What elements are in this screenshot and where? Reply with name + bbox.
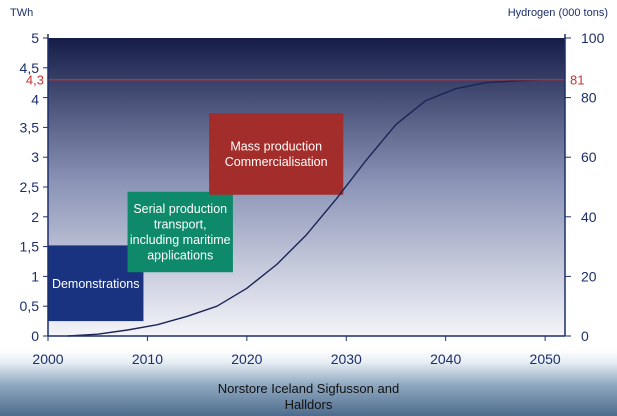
y-right-tick-label: 20 xyxy=(581,268,597,284)
phase-box-1 xyxy=(127,191,233,273)
y-left-tick-label: 1,5 xyxy=(20,239,40,255)
phase-label-1-1: transport, xyxy=(154,218,207,232)
phase-label-0-0: Demonstrations xyxy=(52,277,140,291)
y-left-tick-label: 4,5 xyxy=(20,60,40,76)
phase-label-1-0: Serial production xyxy=(133,202,227,216)
phase-label-1-3: applications xyxy=(147,249,213,263)
x-tick-label: 2050 xyxy=(530,351,561,367)
y-left-tick-label: 3,5 xyxy=(20,119,40,135)
reference-label-left: 4,3 xyxy=(26,73,44,88)
right-axis-unit: Hydrogen (000 tons) xyxy=(508,7,608,19)
y-left-tick-label: 0,5 xyxy=(20,298,40,314)
y-right-tick-label: 100 xyxy=(581,30,605,46)
x-tick-label: 2020 xyxy=(231,351,262,367)
phase-label-2-0: Mass production xyxy=(230,140,322,154)
phase-label-1-2: including maritime xyxy=(130,233,231,247)
series-layer: 4,3 81 xyxy=(26,73,584,337)
phase-label-2-1: Commercialisation xyxy=(225,155,328,169)
caption-line-2: Halldors xyxy=(284,397,333,412)
left-axis-unit: TWh xyxy=(10,7,33,19)
y-right-tick-label: 0 xyxy=(581,328,589,344)
caption-line-1: Norstore Iceland Sigfusson and xyxy=(217,381,400,396)
y-left-tick-label: 5 xyxy=(31,30,39,46)
y-left-tick-label: 4 xyxy=(31,92,39,108)
y-right-tick-label: 60 xyxy=(581,149,597,165)
y-left-tick-label: 0 xyxy=(31,328,39,344)
caption: Norstore Iceland Sigfusson and Halldors xyxy=(0,381,617,413)
y-right-tick-label: 40 xyxy=(581,209,597,225)
y-left-tick-label: 3 xyxy=(31,149,39,165)
x-tick-label: 2010 xyxy=(132,351,163,367)
y-right-tick-label: 80 xyxy=(581,90,597,106)
series-line-0 xyxy=(67,79,565,337)
y-left-tick-label: 2 xyxy=(31,209,39,225)
x-tick-label: 2000 xyxy=(32,351,63,367)
reference-label-right: 81 xyxy=(570,73,584,88)
y-left-tick-label: 1 xyxy=(31,268,39,284)
phase-box-2 xyxy=(209,113,344,195)
y-left-tick-label: 2,5 xyxy=(20,179,40,195)
x-tick-label: 2030 xyxy=(331,351,362,367)
phase-boxes: Demonstrations Serial production transport… xyxy=(48,113,344,322)
x-tick-label: 2040 xyxy=(430,351,461,367)
